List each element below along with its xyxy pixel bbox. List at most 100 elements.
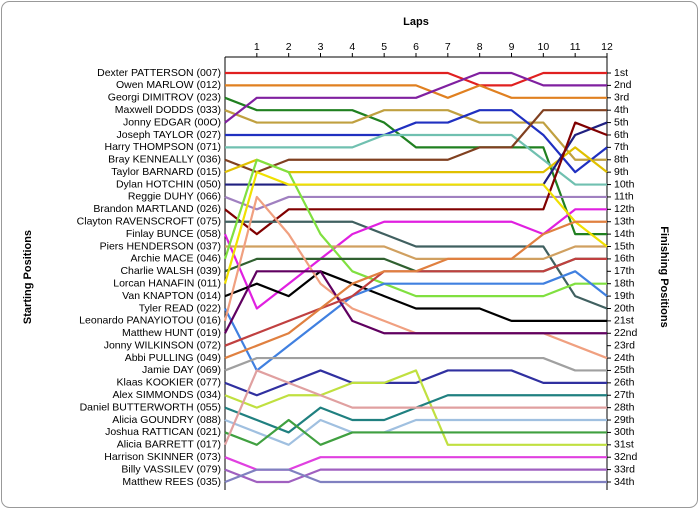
y-tick-label: 23rd <box>614 339 635 351</box>
series-line <box>223 369 607 446</box>
y-tick-label: 21st <box>614 315 634 327</box>
x-tick-label: 11 <box>570 41 581 53</box>
series-line <box>224 270 607 335</box>
series-line <box>225 71 607 87</box>
y-tick-label: 18th <box>614 277 635 289</box>
y-tick-label: 4th <box>614 104 629 116</box>
series-line <box>224 270 608 372</box>
series-label: Billy VASSILEV (079) <box>121 463 221 475</box>
series-label: Owen MARLOW (012) <box>116 79 221 91</box>
series-line <box>224 109 607 161</box>
y-tick-label: 2nd <box>614 79 632 91</box>
series-label: Alex SIMMONDS (034) <box>112 389 221 401</box>
series-label: Tyler READ (022) <box>139 302 221 314</box>
series-line <box>223 171 608 284</box>
y-tick-label: 3rd <box>614 92 629 104</box>
series-line <box>224 71 607 124</box>
x-tick-label: 4 <box>349 41 355 53</box>
y-tick-label: 22nd <box>614 327 638 339</box>
x-tick-label: 8 <box>477 41 483 53</box>
y-tick-label: 5th <box>614 116 629 128</box>
series-label: Dylan HOTCHIN (050) <box>116 178 221 190</box>
y-tick-label: 33rd <box>614 463 635 475</box>
series-label: Dexter PATTERSON (007) <box>97 67 221 79</box>
y-tick-label: 8th <box>614 154 629 166</box>
x-tick-label: 1 <box>254 41 260 53</box>
y-tick-label: 31st <box>614 439 634 451</box>
series-line <box>224 418 607 446</box>
series-label: Matthew HUNT (019) <box>122 327 221 339</box>
y-tick-label: 6th <box>614 129 629 141</box>
series-label: Abbi PULLING (049) <box>125 352 221 364</box>
x-tick-label: 9 <box>509 41 515 53</box>
y-axis-title-left: Starting Positions <box>22 230 34 324</box>
series-line <box>225 220 608 310</box>
y-tick-label: 29th <box>614 414 635 426</box>
series-label: Alicia BARRETT (017) <box>117 439 221 451</box>
series-label: Klaas KOOKIER (077) <box>117 377 221 389</box>
series-label: Joseph TAYLOR (027) <box>117 129 221 141</box>
series-line <box>225 109 608 174</box>
y-tick-label: 28th <box>614 401 635 413</box>
y-tick-label: 27th <box>614 389 635 401</box>
x-tick-label: 10 <box>537 41 549 53</box>
y-tick-label: 24th <box>614 352 635 364</box>
series-label: Leonardo PANAYIOTOU (016) <box>79 315 221 327</box>
x-tick-label: 3 <box>318 41 324 53</box>
series-line <box>224 96 607 236</box>
series-label: Harrison SKINNER (073) <box>104 451 221 463</box>
y-tick-label: 26th <box>614 377 635 389</box>
y-tick-label: 12th <box>614 203 635 215</box>
series-label: Maxwell DODDS (033) <box>115 104 221 116</box>
series-label: Reggie DUHY (066) <box>128 191 221 203</box>
y-tick-label: 16th <box>614 253 635 265</box>
y-tick-label: 34th <box>614 476 635 488</box>
series-label: Clayton RAVENSCROFT (075) <box>77 216 221 228</box>
series-line <box>224 270 607 322</box>
y-tick-label: 10th <box>614 178 635 190</box>
y-tick-label: 1st <box>614 67 628 79</box>
series-line <box>224 121 608 236</box>
series-line <box>224 195 607 211</box>
series-label: Jamie DAY (069) <box>142 364 221 376</box>
series-line <box>224 369 607 446</box>
series-label: Georgi DIMITROV (023) <box>108 92 221 104</box>
series-line <box>224 356 607 372</box>
series-label: Taylor BARNARD (015) <box>111 166 221 178</box>
series-line <box>224 468 607 484</box>
series-label: Piers HENDERSON (037) <box>100 240 221 252</box>
series-line <box>224 220 607 360</box>
series-label: Jonny EDGAR (00O) <box>123 116 221 128</box>
y-tick-label: 25th <box>614 364 635 376</box>
y-tick-label: 13th <box>614 216 635 228</box>
series-line <box>225 84 607 99</box>
series-label: Charlie WALSH (039) <box>120 265 221 277</box>
series-label: Archie MACE (046) <box>131 253 221 265</box>
series-label: Van KNAPTON (014) <box>122 290 221 302</box>
y-tick-label: 19th <box>614 290 635 302</box>
series-label: Joshua RATTICAN (021) <box>105 426 221 438</box>
series-label: Lorcan HANAFIN (011) <box>113 277 221 289</box>
x-tick-label: 7 <box>445 41 451 53</box>
series-line <box>225 245 607 261</box>
y-tick-label: 11th <box>614 191 634 203</box>
y-axis-title-right: Finishing Positions <box>658 226 670 327</box>
series-line <box>224 468 607 484</box>
series-label: Alicia GOUNDRY (088) <box>112 414 221 426</box>
chart-title: Laps <box>403 16 429 28</box>
y-tick-label: 20th <box>614 302 635 314</box>
x-tick-label: 6 <box>413 41 419 53</box>
y-tick-label: 32nd <box>614 451 638 463</box>
series-line <box>225 133 607 186</box>
series-label: Bray KENNEALLY (036) <box>108 154 221 166</box>
y-tick-label: 14th <box>614 228 635 240</box>
series-label: Matthew REES (035) <box>122 476 221 488</box>
series-line <box>224 109 607 174</box>
y-tick-label: 30th <box>614 426 635 438</box>
y-tick-label: 17th <box>614 265 635 277</box>
series-label: Brandon MARTLAND (026) <box>93 203 221 215</box>
series-label: Jonny WILKINSON (072) <box>104 339 221 351</box>
